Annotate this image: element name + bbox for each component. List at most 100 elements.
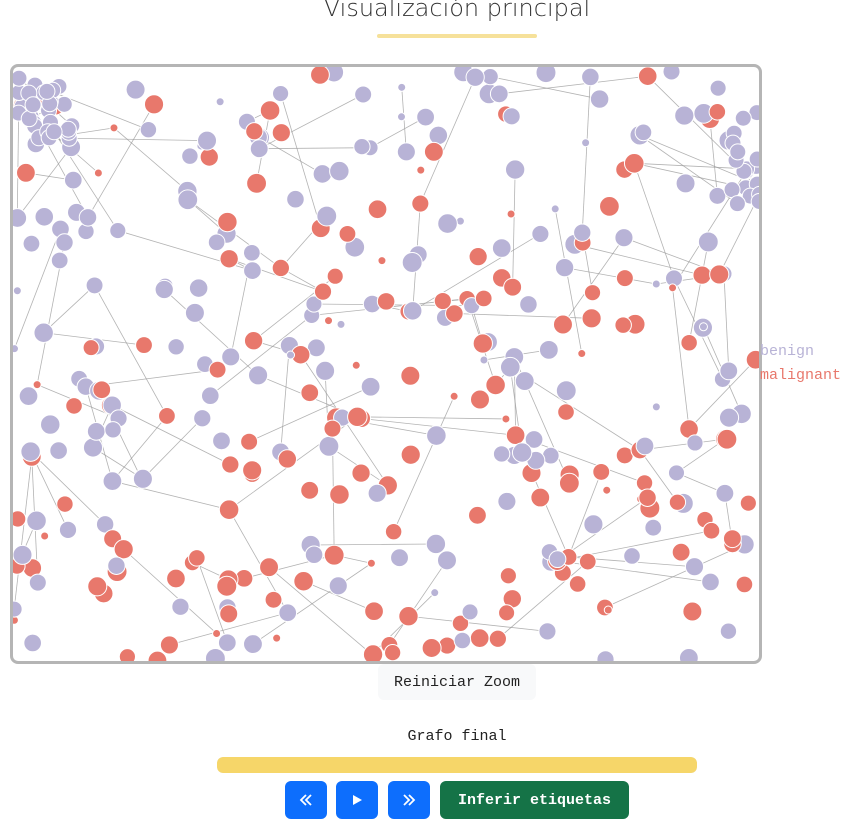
graph-node-benign[interactable] [428, 125, 449, 146]
graph-node-malignant[interactable] [259, 557, 279, 578]
graph-node-malignant[interactable] [638, 488, 657, 507]
graph-node-benign[interactable] [304, 545, 324, 565]
graph-node-benign[interactable] [272, 84, 290, 103]
graph-node-malignant[interactable] [602, 485, 612, 495]
graph-node-benign[interactable] [316, 205, 338, 227]
graph-node-malignant[interactable] [739, 494, 757, 512]
graph-node-malignant[interactable] [603, 605, 613, 615]
graph-node-malignant[interactable] [135, 336, 153, 355]
graph-node-malignant[interactable] [421, 637, 442, 658]
graph-node-benign[interactable] [13, 344, 19, 354]
graph-node-malignant[interactable] [451, 614, 470, 633]
graph-node-benign[interactable] [33, 322, 54, 343]
graph-node-malignant[interactable] [468, 505, 487, 525]
graph-node-benign[interactable] [336, 319, 346, 329]
previous-step-button[interactable] [285, 781, 327, 819]
graph-node-benign[interactable] [667, 464, 686, 482]
graph-node-malignant[interactable] [499, 567, 517, 585]
graph-node-malignant[interactable] [147, 650, 168, 661]
graph-node-benign[interactable] [390, 548, 409, 568]
graph-node-malignant[interactable] [300, 480, 320, 500]
graph-node-benign[interactable] [709, 79, 727, 97]
graph-node-benign[interactable] [698, 322, 708, 332]
graph-node-benign[interactable] [453, 631, 472, 650]
graph-node-benign[interactable] [502, 107, 521, 126]
graph-node-malignant[interactable] [16, 162, 36, 183]
graph-node-malignant[interactable] [445, 304, 464, 323]
graph-node-benign[interactable] [212, 431, 231, 451]
network-graph[interactable] [13, 67, 759, 661]
graph-node-malignant[interactable] [310, 67, 330, 85]
graph-node-malignant[interactable] [400, 444, 421, 465]
graph-node-malignant[interactable] [118, 648, 137, 661]
graph-node-malignant[interactable] [680, 334, 698, 352]
graph-node-malignant[interactable] [735, 575, 754, 594]
graph-node-benign[interactable] [107, 556, 126, 575]
graph-node-malignant[interactable] [219, 604, 239, 624]
graph-node-benign[interactable] [23, 633, 42, 653]
graph-node-benign[interactable] [26, 510, 47, 532]
graph-node-benign[interactable] [242, 243, 261, 262]
graph-node-benign[interactable] [215, 97, 225, 107]
graph-node-benign[interactable] [82, 437, 104, 458]
graph-node-malignant[interactable] [56, 495, 74, 513]
graph-node-malignant[interactable] [423, 141, 444, 162]
graph-node-benign[interactable] [581, 67, 600, 87]
graph-node-malignant[interactable] [384, 643, 402, 661]
graph-node-malignant[interactable] [682, 601, 703, 622]
graph-node-benign[interactable] [312, 164, 333, 184]
graph-node-benign[interactable] [701, 572, 720, 592]
graph-node-benign[interactable] [497, 491, 517, 511]
graph-node-malignant[interactable] [592, 462, 611, 481]
graph-node-benign[interactable] [328, 576, 348, 596]
graph-node-malignant[interactable] [552, 314, 573, 335]
graph-node-benign[interactable] [217, 633, 237, 653]
graph-node-benign[interactable] [249, 139, 269, 159]
graph-node-malignant[interactable] [293, 570, 314, 592]
graph-node-benign[interactable] [78, 208, 98, 227]
graph-node-benign[interactable] [207, 233, 226, 252]
graph-node-benign[interactable] [623, 547, 641, 565]
graph-node-benign[interactable] [504, 159, 526, 180]
graph-node-malignant[interactable] [637, 67, 658, 86]
graph-node-malignant[interactable] [246, 172, 267, 194]
graph-node-malignant[interactable] [583, 284, 602, 302]
graph-node-benign[interactable] [40, 414, 61, 435]
graph-node-benign[interactable] [675, 173, 696, 194]
graph-node-benign[interactable] [430, 588, 440, 598]
graph-node-malignant[interactable] [384, 522, 403, 541]
graph-node-malignant[interactable] [271, 123, 291, 143]
graph-node-benign[interactable] [125, 79, 146, 100]
graph-node-malignant[interactable] [216, 575, 238, 597]
graph-node-malignant[interactable] [166, 568, 186, 589]
graph-node-benign[interactable] [243, 261, 262, 280]
graph-node-benign[interactable] [550, 204, 560, 214]
graph-node-malignant[interactable] [221, 455, 240, 474]
graph-node-malignant[interactable] [557, 403, 575, 421]
graph-node-benign[interactable] [188, 278, 209, 298]
graph-node-benign[interactable] [531, 224, 550, 243]
graph-node-malignant[interactable] [474, 289, 493, 308]
graph-node-malignant[interactable] [366, 558, 376, 568]
graph-node-benign[interactable] [367, 483, 387, 503]
graph-node-benign[interactable] [20, 441, 41, 462]
graph-node-benign[interactable] [662, 67, 681, 81]
graph-node-benign[interactable] [197, 130, 218, 151]
graph-node-benign[interactable] [305, 295, 323, 313]
graph-node-malignant[interactable] [635, 474, 654, 492]
graph-node-benign[interactable] [200, 386, 220, 406]
graph-node-malignant[interactable] [376, 292, 396, 311]
graph-node-benign[interactable] [519, 295, 538, 314]
graph-node-benign[interactable] [750, 192, 759, 210]
graph-node-benign[interactable] [719, 361, 739, 381]
graph-node-benign[interactable] [286, 350, 296, 360]
graph-node-benign[interactable] [18, 386, 39, 406]
graph-node-benign[interactable] [55, 95, 73, 113]
graph-node-benign[interactable] [674, 105, 695, 126]
graph-node-malignant[interactable] [240, 432, 259, 451]
graph-node-benign[interactable] [177, 189, 199, 211]
graph-node-malignant[interactable] [159, 635, 179, 655]
graph-node-malignant[interactable] [264, 590, 283, 609]
graph-node-malignant[interactable] [199, 147, 219, 167]
graph-node-benign[interactable] [109, 221, 127, 240]
